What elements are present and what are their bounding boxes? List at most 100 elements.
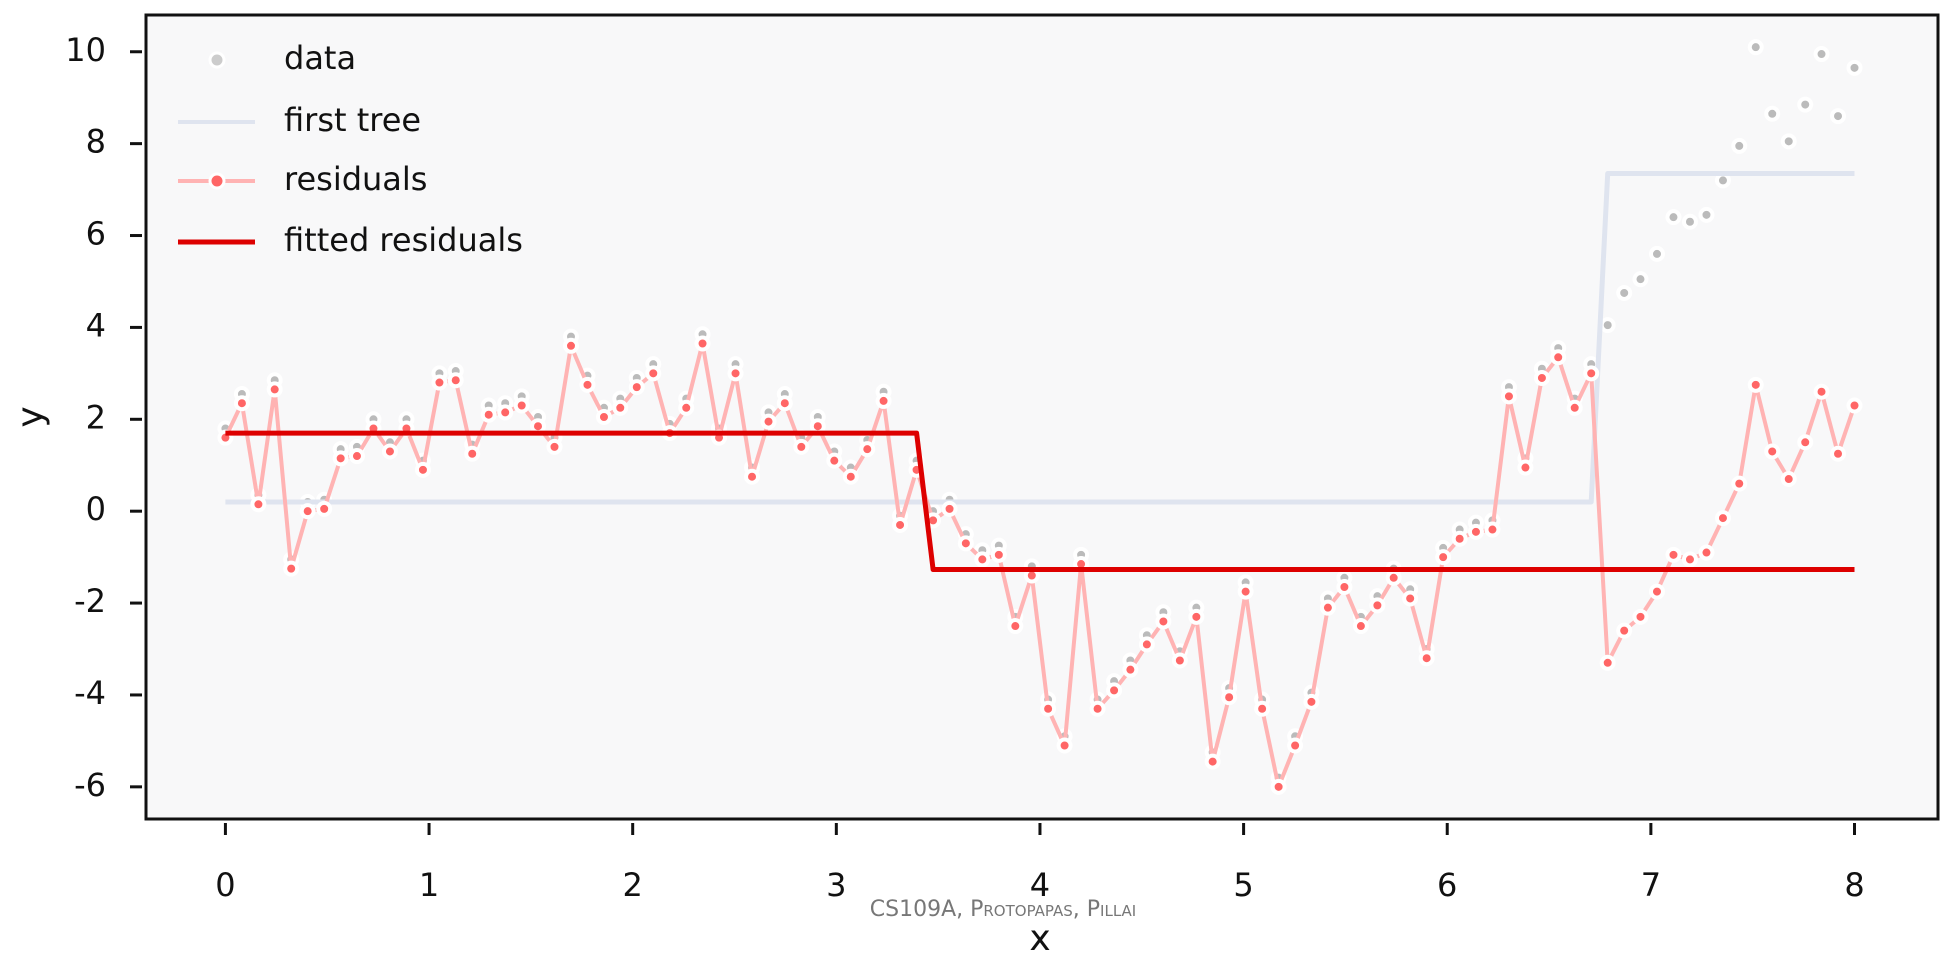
point	[1484, 521, 1501, 538]
point	[826, 452, 843, 469]
point	[1698, 206, 1715, 223]
point	[414, 461, 431, 478]
point	[1632, 271, 1649, 288]
x-tick-label: 1	[419, 866, 439, 904]
point	[1648, 245, 1665, 262]
legend-swatch	[208, 172, 226, 190]
point	[1830, 108, 1847, 125]
point	[332, 450, 349, 467]
point	[579, 376, 596, 393]
point	[760, 413, 777, 430]
point	[1797, 434, 1814, 451]
point	[1007, 618, 1024, 635]
plot	[217, 39, 1863, 795]
point	[1319, 599, 1336, 616]
y-axis-label: y	[10, 406, 51, 427]
point	[1731, 475, 1748, 492]
point	[480, 406, 497, 423]
point	[1681, 213, 1698, 230]
point	[1237, 583, 1254, 600]
point	[1287, 737, 1304, 754]
y-tick-label: 4	[86, 306, 106, 344]
point	[1648, 583, 1665, 600]
point	[1599, 654, 1616, 671]
footer: CS109A, Protopapas, Pillai	[870, 897, 1136, 922]
legend-label: first tree	[284, 101, 421, 139]
point	[1780, 133, 1797, 150]
point	[1846, 59, 1863, 76]
point	[941, 500, 958, 517]
y-tick-label: -2	[74, 582, 106, 620]
point	[1188, 608, 1205, 625]
point	[250, 496, 267, 513]
series-line	[223, 341, 1857, 789]
point	[1764, 443, 1781, 460]
y-tick-label: 6	[86, 215, 106, 253]
point	[1435, 549, 1452, 566]
x-tick-label: 3	[826, 866, 846, 904]
point	[727, 365, 744, 382]
point	[859, 441, 876, 458]
point	[316, 500, 333, 517]
point	[1681, 551, 1698, 568]
legend-swatch	[208, 51, 226, 69]
point	[431, 374, 448, 391]
point	[776, 395, 793, 412]
point	[793, 438, 810, 455]
point	[957, 535, 974, 552]
point	[381, 443, 398, 460]
point	[1797, 96, 1814, 113]
point	[744, 468, 761, 485]
y-tick-label: -6	[74, 766, 106, 804]
point	[1813, 46, 1830, 63]
y-tick-label: 8	[86, 123, 106, 161]
point	[1056, 737, 1073, 754]
point	[1533, 369, 1550, 386]
point	[1171, 652, 1188, 669]
point	[1270, 778, 1287, 795]
point	[1846, 397, 1863, 414]
point	[1632, 608, 1649, 625]
point	[1040, 700, 1057, 717]
point	[1731, 137, 1748, 154]
point	[1138, 636, 1155, 653]
point	[299, 503, 316, 520]
point	[1830, 445, 1847, 462]
point	[283, 560, 300, 577]
point	[1550, 349, 1567, 366]
point	[678, 399, 695, 416]
point	[892, 516, 909, 533]
point	[266, 381, 283, 398]
point	[1583, 365, 1600, 382]
point	[1385, 569, 1402, 586]
point	[1402, 590, 1419, 607]
point	[348, 448, 365, 465]
y-tick-label: 0	[86, 490, 106, 528]
point	[1352, 618, 1369, 635]
point	[1665, 546, 1682, 563]
series-line	[225, 430, 1855, 572]
point	[1500, 388, 1517, 405]
point	[842, 468, 859, 485]
point	[1089, 700, 1106, 717]
x-tick-label: 7	[1641, 866, 1661, 904]
legend-label: data	[284, 39, 356, 77]
point	[628, 379, 645, 396]
point	[1747, 376, 1764, 393]
point	[1813, 383, 1830, 400]
point	[1451, 530, 1468, 547]
point	[1369, 597, 1386, 614]
point	[1714, 510, 1731, 527]
point	[1599, 317, 1616, 334]
point	[694, 335, 711, 352]
point	[1616, 284, 1633, 301]
series-line	[225, 171, 1855, 505]
x-tick-label: 4	[1030, 866, 1050, 904]
point	[562, 337, 579, 354]
point	[1566, 399, 1583, 416]
point	[612, 399, 629, 416]
point	[497, 404, 514, 421]
x-tick-label: 2	[623, 866, 643, 904]
point	[1780, 471, 1797, 488]
point	[513, 397, 530, 414]
